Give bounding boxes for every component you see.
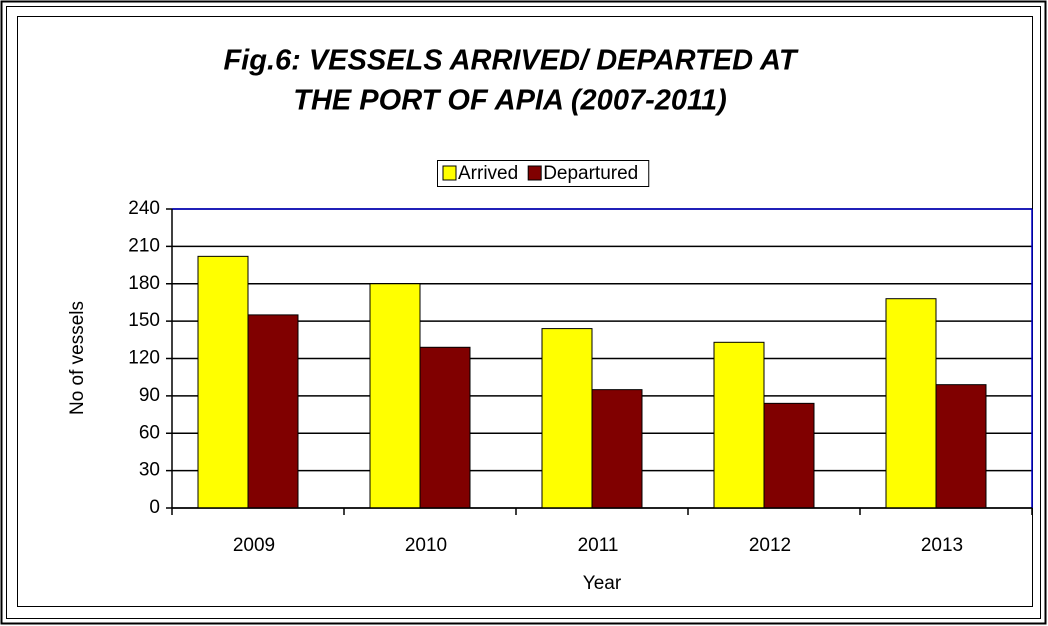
y-tick-label: 180 [128, 273, 160, 294]
x-tick-label: 2009 [233, 535, 275, 556]
chart-title: Fig.6: VESSELS ARRIVED/ DEPARTED AT [223, 45, 798, 77]
legend-label: Departured [543, 163, 638, 184]
bar [541, 328, 593, 509]
y-tick-label: 30 [139, 460, 160, 481]
legend-swatch [442, 165, 457, 181]
y-tick-label: 150 [128, 310, 160, 331]
bar [247, 314, 299, 509]
bar [885, 298, 937, 509]
bar [935, 384, 987, 509]
x-tick-label: 2012 [749, 535, 791, 556]
x-tick-label: 2013 [921, 535, 963, 556]
y-tick-label: 240 [128, 198, 160, 219]
bar [419, 346, 471, 509]
y-tick-label: 60 [139, 422, 160, 443]
bar [713, 341, 765, 509]
bar [369, 283, 421, 509]
legend-swatch [527, 165, 542, 181]
bar [763, 402, 815, 509]
y-tick-label: 120 [128, 348, 160, 369]
x-tick-label: 2010 [405, 535, 447, 556]
y-tick-label: 210 [128, 235, 160, 256]
chart-title: THE PORT OF APIA (2007-2011) [293, 85, 727, 117]
bar [197, 255, 249, 509]
y-axis-label: No of vessels [67, 301, 88, 415]
legend-label: Arrived [458, 163, 518, 184]
outer-border-inner [6, 6, 1041, 619]
y-tick-label: 0 [149, 497, 160, 518]
x-axis-label: Year [583, 573, 622, 594]
legend-box [437, 160, 650, 187]
legend: Arrived Departured [437, 160, 650, 187]
y-tick-label: 90 [139, 385, 160, 406]
x-tick-label: 2011 [578, 535, 619, 556]
bar [591, 389, 643, 509]
